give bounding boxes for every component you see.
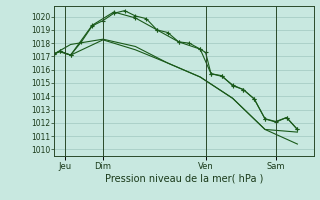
X-axis label: Pression niveau de la mer( hPa ): Pression niveau de la mer( hPa )	[105, 173, 263, 183]
